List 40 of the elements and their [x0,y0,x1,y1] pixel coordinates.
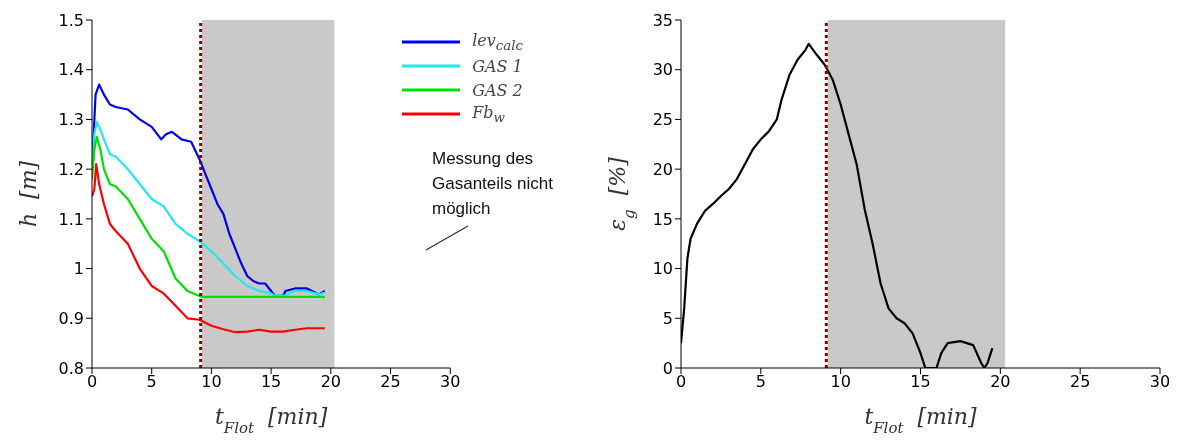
y-tick-label: 0.8 [58,358,84,378]
legend-label: GAS 1 [472,56,523,76]
y-tick-label: 0.9 [58,308,84,328]
y-tick-label: 10 [652,259,673,279]
y-tick-label: 0 [662,358,673,378]
y-tick-label: 1.3 [58,110,84,130]
x-axis-title: t$_{Flot}$ [min] [864,404,978,437]
x-tick-label: 10 [201,372,222,392]
y-tick-label: 15 [652,209,673,229]
x-axis-title: t$_{Flot}$ [min] [215,404,328,437]
x-tick-label: 15 [910,372,931,392]
line-series [92,163,326,334]
y-axis-title: h [m] [16,160,41,228]
annotation: Messung des Gasanteils nicht möglich [432,146,582,221]
line-series [92,83,326,298]
y-tick-label: 1 [73,259,84,279]
y-tick-label: 25 [652,110,673,130]
x-tick-label: 10 [830,372,851,392]
x-tick-label: 20 [990,372,1011,392]
x-tick-label: 30 [1149,372,1171,392]
x-tick-label: 5 [755,372,766,392]
x-tick-label: 0 [675,372,687,392]
legend-label: Fb$_{w}$ [472,102,505,126]
y-tick-label: 1.4 [58,60,84,80]
y-tick-label: 1.2 [58,159,84,179]
x-tick-label: 5 [146,372,157,392]
y-tick-label: 30 [652,60,673,80]
x-tick-label: 0 [86,372,98,392]
x-tick-label: 30 [440,372,461,392]
x-tick-label: 20 [320,372,341,392]
y-tick-label: 1.1 [58,209,84,229]
x-tick-label: 15 [260,372,282,392]
y-tick-label: 5 [662,308,673,328]
y-tick-label: 20 [652,159,673,179]
x-tick-label: 25 [1069,372,1091,392]
legend-label: lev$_{calc}$ [472,30,523,54]
y-tick-label: 1.5 [58,10,84,30]
legend-label: GAS 2 [472,80,523,100]
x-tick-label: 25 [380,372,401,392]
y-tick-label: 35 [652,10,673,30]
